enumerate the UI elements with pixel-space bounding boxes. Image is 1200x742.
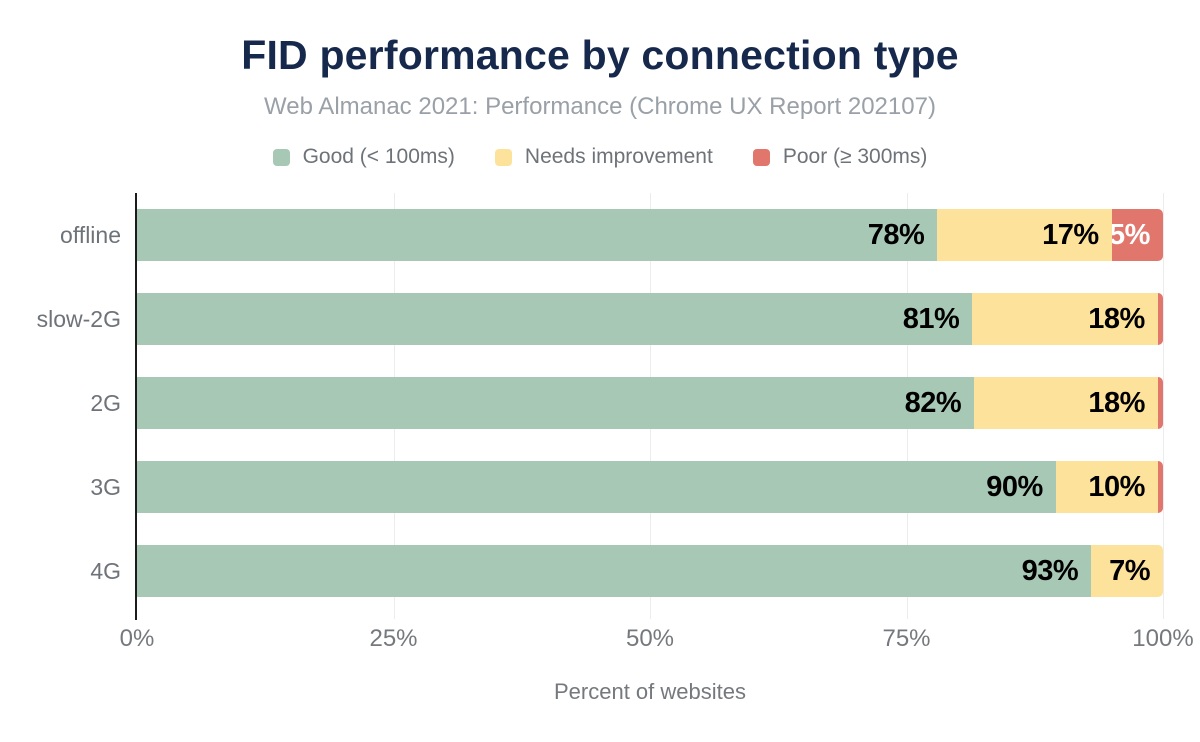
bar-row: 3G 90% 10%: [90, 445, 1163, 529]
y-axis-category-label: offline: [60, 221, 121, 248]
legend-label: Poor (≥ 300ms): [782, 145, 928, 169]
legend-label: Needs improvement: [524, 145, 713, 169]
bar-row: offline 78% 17% 5%: [60, 193, 1163, 277]
bar-segment-2: 18%: [972, 293, 1158, 346]
bar-value-label: 78%: [867, 218, 925, 251]
bar-segment-1: 81%: [137, 293, 973, 346]
bar-segment-3: [1157, 293, 1163, 346]
stacked-bar: 78% 17% 5%: [137, 209, 1163, 262]
x-axis-tick-label: 25%: [369, 625, 418, 653]
bar-value-label: 10%: [1088, 470, 1145, 503]
legend-swatch-icon: [272, 148, 290, 166]
bar-value-label: 5%: [1111, 218, 1151, 251]
bar-segment-2: 10%: [1055, 461, 1158, 514]
legend-item-3: Poor (≥ 300ms): [752, 145, 928, 169]
x-axis-ticks: 0% 25% 50% 75% 100%: [120, 625, 1194, 653]
bar-segment-1: 78%: [137, 209, 938, 262]
y-axis-line: [135, 193, 137, 621]
bar-row: 4G 93% 7%: [90, 529, 1163, 613]
x-axis-tick-label: 0%: [119, 625, 155, 653]
gridline-100: [1163, 193, 1164, 620]
plot-wrap: offline 78% 17% 5% slow-2G 81% 18% 2G 82% 18% 3G 90…: [37, 193, 1194, 705]
bar-value-label: 81%: [902, 302, 960, 335]
x-axis-tick-label: 100%: [1132, 625, 1194, 653]
plot-area: offline 78% 17% 5% slow-2G 81% 18% 2G 82% 18% 3G 90…: [37, 193, 1164, 621]
chart-card: FID performance by connection type Web A…: [0, 32, 1200, 742]
legend-item-1: Good (< 100ms): [272, 145, 455, 169]
stacked-bar: 93% 7%: [137, 545, 1163, 598]
bar-segment-1: 90%: [137, 461, 1056, 514]
x-axis-tick-label: 75%: [882, 625, 931, 653]
bar-segment-2: 7%: [1091, 545, 1163, 598]
bar-segment-3: [1157, 461, 1163, 514]
bar-value-label: 93%: [1021, 554, 1079, 587]
chart-title: FID performance by connection type: [241, 32, 959, 78]
legend-label: Good (< 100ms): [302, 145, 455, 169]
stacked-bar: 90% 10%: [137, 461, 1163, 514]
y-axis-category-label: 4G: [90, 557, 121, 584]
bar-value-label: 18%: [1088, 386, 1145, 419]
bar-segment-3: 5%: [1111, 209, 1163, 262]
bar-segment-3: [1157, 377, 1163, 430]
bar-segment-1: 82%: [137, 377, 975, 430]
stacked-bar: 82% 18%: [137, 377, 1163, 430]
legend-swatch-icon: [752, 148, 770, 166]
bar-row: slow-2G 81% 18%: [37, 277, 1163, 361]
chart-subtitle: Web Almanac 2021: Performance (Chrome UX…: [264, 93, 936, 121]
bar-value-label: 7%: [1109, 554, 1150, 587]
x-axis-label: Percent of websites: [554, 679, 746, 705]
bar-segment-1: 93%: [137, 545, 1092, 598]
bar-row: 2G 82% 18%: [90, 361, 1163, 445]
bar-value-label: 82%: [904, 386, 962, 419]
legend: Good (< 100ms) Needs improvement Poor (≥ 3…: [0, 145, 1200, 169]
legend-swatch-icon: [494, 148, 512, 166]
y-axis-category-label: 2G: [90, 389, 121, 416]
bar-segment-2: 17%: [937, 209, 1112, 262]
legend-item-2: Needs improvement: [494, 145, 713, 169]
y-axis-category-label: slow-2G: [36, 305, 121, 332]
stacked-bar: 81% 18%: [137, 293, 1163, 346]
bar-value-label: 17%: [1042, 218, 1099, 251]
y-axis-category-label: 3G: [90, 473, 121, 500]
bar-segment-2: 18%: [974, 377, 1158, 430]
bar-value-label: 90%: [986, 470, 1043, 503]
bar-value-label: 18%: [1088, 302, 1145, 335]
x-axis-tick-label: 50%: [625, 625, 675, 653]
